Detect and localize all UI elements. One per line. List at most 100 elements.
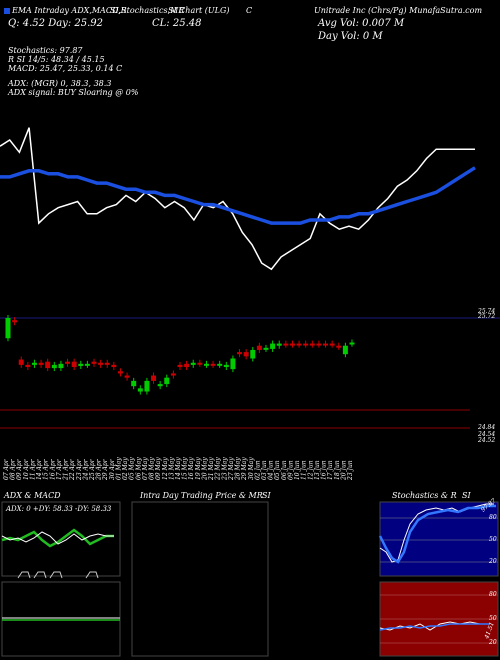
date-label: 13 Jun [314,460,321,480]
date-label: 20 May [201,457,208,481]
date-label: 15 Apr [43,458,50,480]
date-label: 16 May [188,457,195,480]
date-label: 05 May [129,457,136,480]
candle-body [309,343,315,346]
candle-body [263,347,269,350]
date-label: 14 May [175,457,182,480]
stoch-blue-line [378,504,496,564]
candle-body [98,362,104,365]
adx-green-line [1,528,114,548]
date-label: 07 May [142,457,149,480]
adx-readout: ADX: (MGR) 0, 38.3, 38.3 [8,79,112,88]
date-label: 22 Apr [69,458,76,481]
stoch-readout: Stochastics: 97.87 [8,46,83,55]
candle-body [78,363,84,366]
day-vol: Day Vol: 0 M [318,31,383,42]
candles [5,315,355,395]
candle-body [203,363,209,366]
candle-body [237,352,243,355]
legend-c: C [246,6,253,15]
date-label: 28 May [235,457,242,481]
candle-body [12,320,18,323]
candle-body [323,343,329,346]
avg-vol: Avg Vol: 0.007 M [318,18,405,29]
candle-body [84,363,90,366]
date-label: 23 May [221,457,228,481]
macd-readout: MACD: 25.47, 25.33, 0.14 C [8,64,123,73]
candle-body [283,343,289,346]
stoch-panel [379,501,499,577]
date-label: 19 May [195,457,202,480]
candle-body [144,380,150,392]
date-label: 18 Jun [334,460,341,480]
candle-body [71,361,77,368]
candle-body [243,352,249,357]
date-label: 08 Apr [10,458,17,480]
intraday-panel-si: SI [262,491,271,500]
o-line: Q: 4.52 Day: 25.92 [8,18,103,29]
date-label: 02 Jun [254,460,261,480]
rsi-readout: R SI 14/5: 48.34 / 45.15 [8,55,105,64]
candle-body [157,384,163,387]
legend-line2: SI,Stochastics,MR [110,6,185,15]
stoch-panel-title: Stochastics & R [392,491,457,500]
macd-panel [1,581,121,657]
candle-body [58,363,64,369]
date-label: 10 Jun [294,460,301,480]
intraday-panel-title: Intra Day Trading Price & MR [140,491,263,500]
date-label: 03 Jun [261,460,268,480]
rsi-tick-50: 50 [489,615,497,622]
date-label: 17 Jun [327,460,334,480]
date-label: 17 Apr [56,458,63,480]
legend-line3: SI Chart (ULG) [168,6,230,15]
adx-panel-title: ADX & MACD [4,491,61,500]
candle-body [250,349,256,359]
candle-body [104,362,110,365]
date-label: 07 Apr [3,458,10,480]
stoch-tick-50: 50 [489,536,497,543]
date-label: 12 Jun [307,460,314,480]
date-label: 25 Apr [89,458,96,481]
stoch-tick-80: 80 [489,514,497,521]
stoch-panel-si: SI [462,491,471,500]
adx-white-line [1,531,114,545]
candle-body [117,371,123,374]
date-label: 06 May [135,457,142,480]
candle-body [197,362,203,365]
legend-swatch [4,8,10,14]
candle-body [131,380,137,387]
date-label: 23 Jun [347,460,354,481]
date-label: 08 May [149,457,156,480]
candle-body [289,343,295,346]
candle-body [296,343,302,346]
candle-body [164,377,170,385]
price-low3: 24.52 [478,437,496,444]
candle-body [65,361,71,364]
date-labels: 07 Apr 08 Apr 09 Apr 10 Apr 11 Apr 14 Apr 15 A… [3,457,354,481]
date-label: 01 May [115,457,122,480]
candle-body [170,373,176,376]
price-low2: 24.54 [478,431,496,438]
candle-body [303,343,309,346]
date-label: 09 May [155,457,162,480]
candle-body [223,364,229,368]
candle-body [342,345,348,355]
cl-line: CL: 25.48 [152,18,202,29]
date-label: 29 Apr [102,458,109,481]
candle-body [217,363,223,366]
candle-body [349,342,355,345]
candle-body [38,362,44,365]
ema-line [0,166,476,225]
rsi-blue-line [379,623,490,631]
adx-marker-strip [17,571,99,579]
candle-body [276,343,282,346]
date-label: 12 May [162,457,169,480]
date-label: 10 Apr [23,458,30,480]
adx-panel-values: ADX: 0 +DY: 58.33 -DY: 58.33 [6,505,112,513]
date-label: 28 Apr [96,458,103,481]
stoch-tick-20: 20 [489,558,497,565]
candle-body [270,343,276,349]
candle-body [184,363,190,368]
date-label: 09 Jun [287,460,294,480]
date-label: 30 May [248,457,255,480]
